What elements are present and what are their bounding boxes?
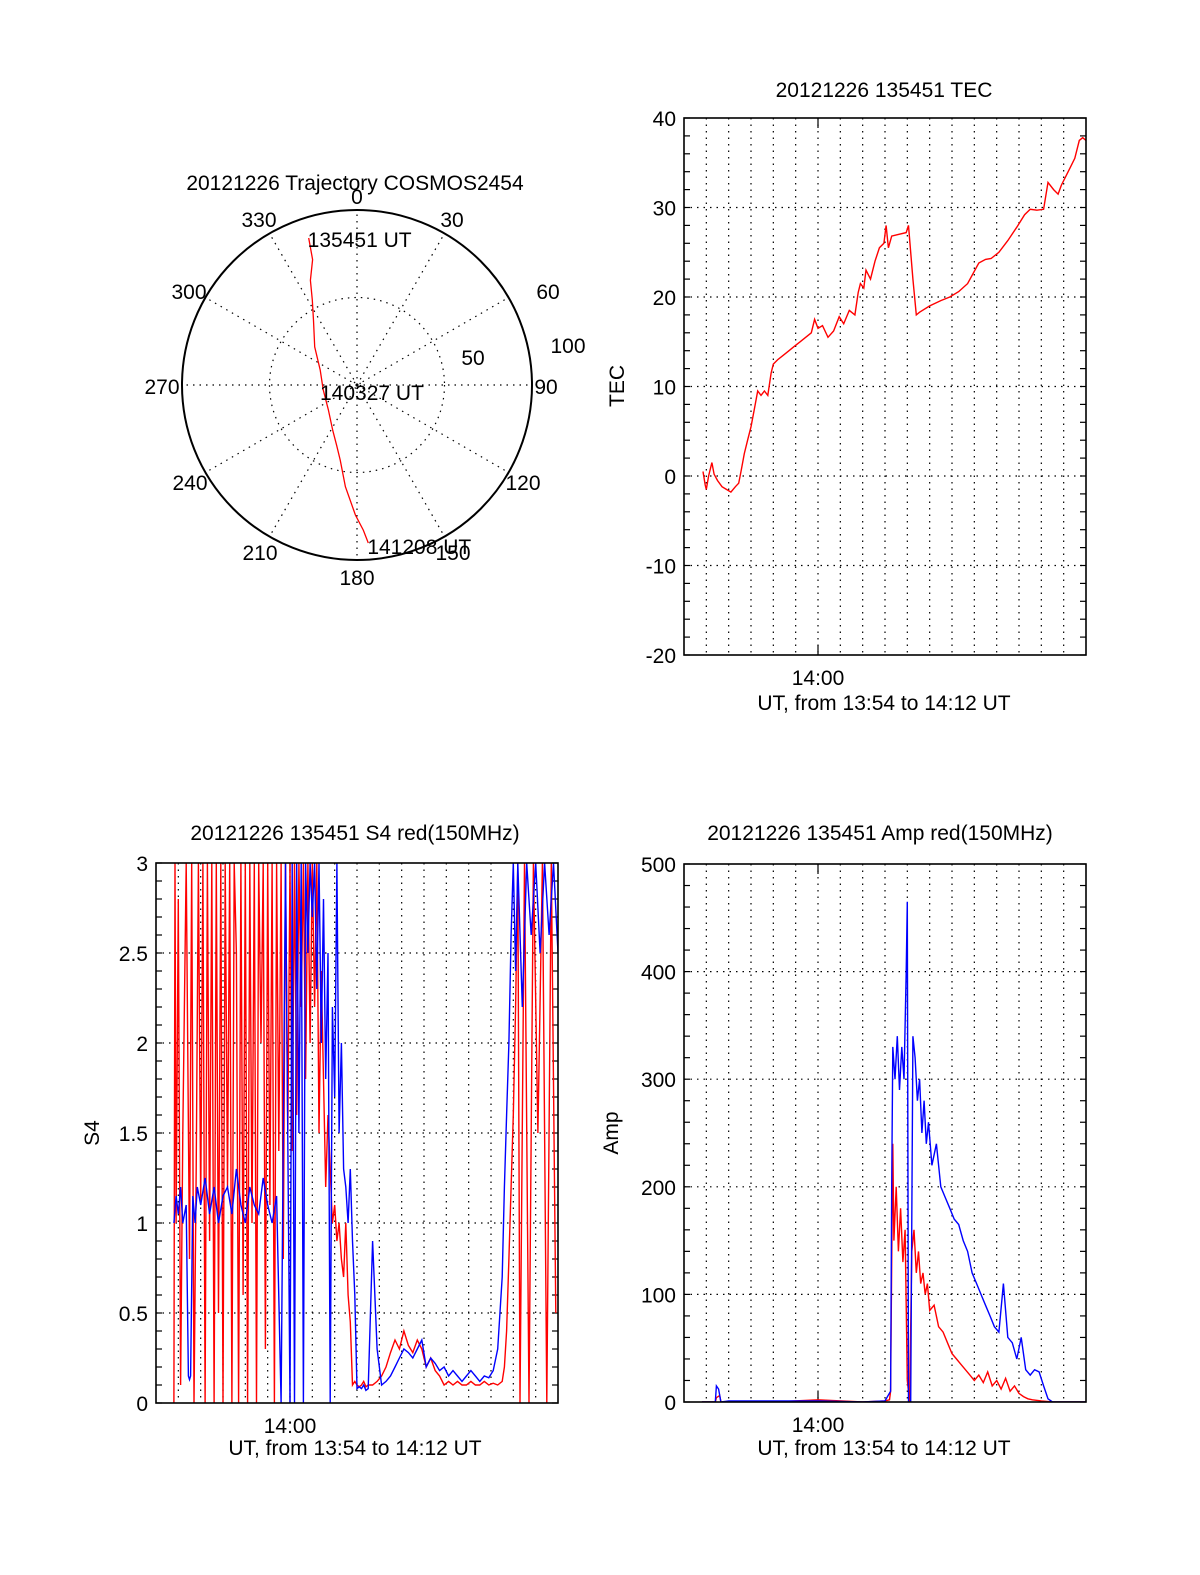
polar-annotation-end: 141208 UT — [367, 536, 471, 559]
tec-y-tick-label: 20 — [653, 287, 676, 310]
tec-y-tick-label: 0 — [664, 466, 676, 489]
amp-y-tick-label: 100 — [641, 1284, 676, 1307]
trajectory-title: 20121226 Trajectory COSMOS2454 — [186, 172, 524, 195]
polar-radial-label-100: 100 — [550, 335, 585, 358]
polar-annotations: 135451 UT 140327 UT 141208 UT — [308, 229, 472, 559]
tec-frame — [683, 117, 1087, 656]
polar-angle-label-300: 300 — [171, 281, 206, 304]
polar-ring-50 — [268, 296, 446, 474]
polar-series — [308, 237, 369, 544]
polar-angle-label-270: 270 — [144, 376, 179, 399]
amp-chart: 20121226 135451 Amp red(150MHz) UT, from… — [600, 822, 1087, 1460]
s4-title: 20121226 135451 S4 red(150MHz) — [190, 822, 519, 845]
tec-chart: 20121226 135451 TEC UT, from 13:54 to 14… — [606, 79, 1087, 715]
amp-series-blue — [701, 901, 1086, 1402]
polar-angle-label-0: 0 — [351, 186, 363, 209]
amp-x-axis-label: UT, from 13:54 to 14:12 UT — [757, 1437, 1010, 1460]
s4-y-tick-label: 2 — [136, 1033, 148, 1056]
s4-y-tick-label: 2.5 — [119, 943, 148, 966]
s4-y-tick-label: 3 — [136, 853, 148, 876]
s4-chart: 20121226 135451 S4 red(150MHz) UT, from … — [81, 822, 559, 1460]
tec-y-tick-label: 40 — [653, 108, 676, 131]
polar-radial-label-50: 50 — [461, 347, 484, 370]
polar-angle-label-60: 60 — [536, 281, 559, 304]
s4-series — [173, 863, 558, 1403]
polar-trajectory-line — [308, 237, 369, 544]
amp-y-tick-label: 400 — [641, 962, 676, 985]
tec-y-tick-label: 30 — [653, 198, 676, 221]
amp-series-red — [701, 1143, 1086, 1402]
s4-y-tick-label: 0.5 — [119, 1303, 148, 1326]
s4-y-tick-label: 0 — [136, 1393, 148, 1416]
amp-y-tick-label: 200 — [641, 1177, 676, 1200]
s4-frame — [155, 862, 559, 1404]
tec-y-tick-label: 10 — [653, 377, 676, 400]
amp-y-minor-ticks — [684, 863, 1086, 1403]
tec-title: 20121226 135451 TEC — [776, 79, 993, 102]
polar-angle-label-30: 30 — [440, 209, 463, 232]
polar-radial-labels: 50 100 — [461, 335, 585, 370]
polar-angle-label-240: 240 — [172, 472, 207, 495]
tec-x-axis-label: UT, from 13:54 to 14:12 UT — [757, 692, 1010, 715]
s4-series-red — [173, 863, 557, 1403]
polar-angle-label-90: 90 — [534, 376, 557, 399]
tec-y-tick-label: -10 — [646, 556, 676, 579]
polar-angle-label-330: 330 — [241, 209, 276, 232]
amp-x-tick-label: 14:00 — [792, 1414, 845, 1437]
tec-y-minor-ticks — [684, 117, 1086, 656]
tec-series-red — [702, 136, 1086, 494]
polar-angle-label-150: 150 — [435, 542, 470, 565]
s4-y-axis-label: S4 — [81, 1120, 104, 1146]
amp-series — [701, 901, 1086, 1402]
amp-y-tick-label: 500 — [641, 854, 676, 877]
polar-angle-label-210: 210 — [242, 542, 277, 565]
polar-angle-labels: 0 30 60 90 120 150 180 210 240 270 300 330 — [144, 186, 559, 590]
amp-y-axis-label: Amp — [600, 1111, 623, 1154]
amp-frame — [683, 863, 1087, 1403]
tec-series — [702, 136, 1086, 494]
s4-x-axis-label: UT, from 13:54 to 14:12 UT — [228, 1437, 481, 1460]
tec-y-axis-label: TEC — [606, 365, 629, 407]
polar-angle-label-120: 120 — [505, 472, 540, 495]
s4-x-tick-label: 14:00 — [264, 1415, 317, 1438]
trajectory-polar-chart: 20121226 Trajectory COSMOS2454 0 30 60 90 12… — [144, 172, 585, 590]
tec-x-tick-label: 14:00 — [792, 667, 845, 690]
s4-y-tick-label: 1 — [136, 1213, 148, 1236]
polar-angle-label-180: 180 — [339, 567, 374, 590]
polar-annotation-middle: 140327 UT — [320, 382, 424, 405]
polar-annotation-start: 135451 UT — [308, 229, 412, 252]
polar-outer-circle — [181, 209, 533, 561]
s4-series-blue — [173, 863, 558, 1403]
polar-center-mark — [352, 380, 362, 390]
amp-y-tick-label: 300 — [641, 1069, 676, 1092]
polar-grid — [181, 209, 533, 561]
s4-y-minor-ticks — [156, 862, 558, 1404]
tec-y-tick-label: -20 — [646, 645, 676, 668]
amp-y-tick-label: 0 — [664, 1392, 676, 1415]
amp-title: 20121226 135451 Amp red(150MHz) — [707, 822, 1053, 845]
s4-y-tick-label: 1.5 — [119, 1123, 148, 1146]
